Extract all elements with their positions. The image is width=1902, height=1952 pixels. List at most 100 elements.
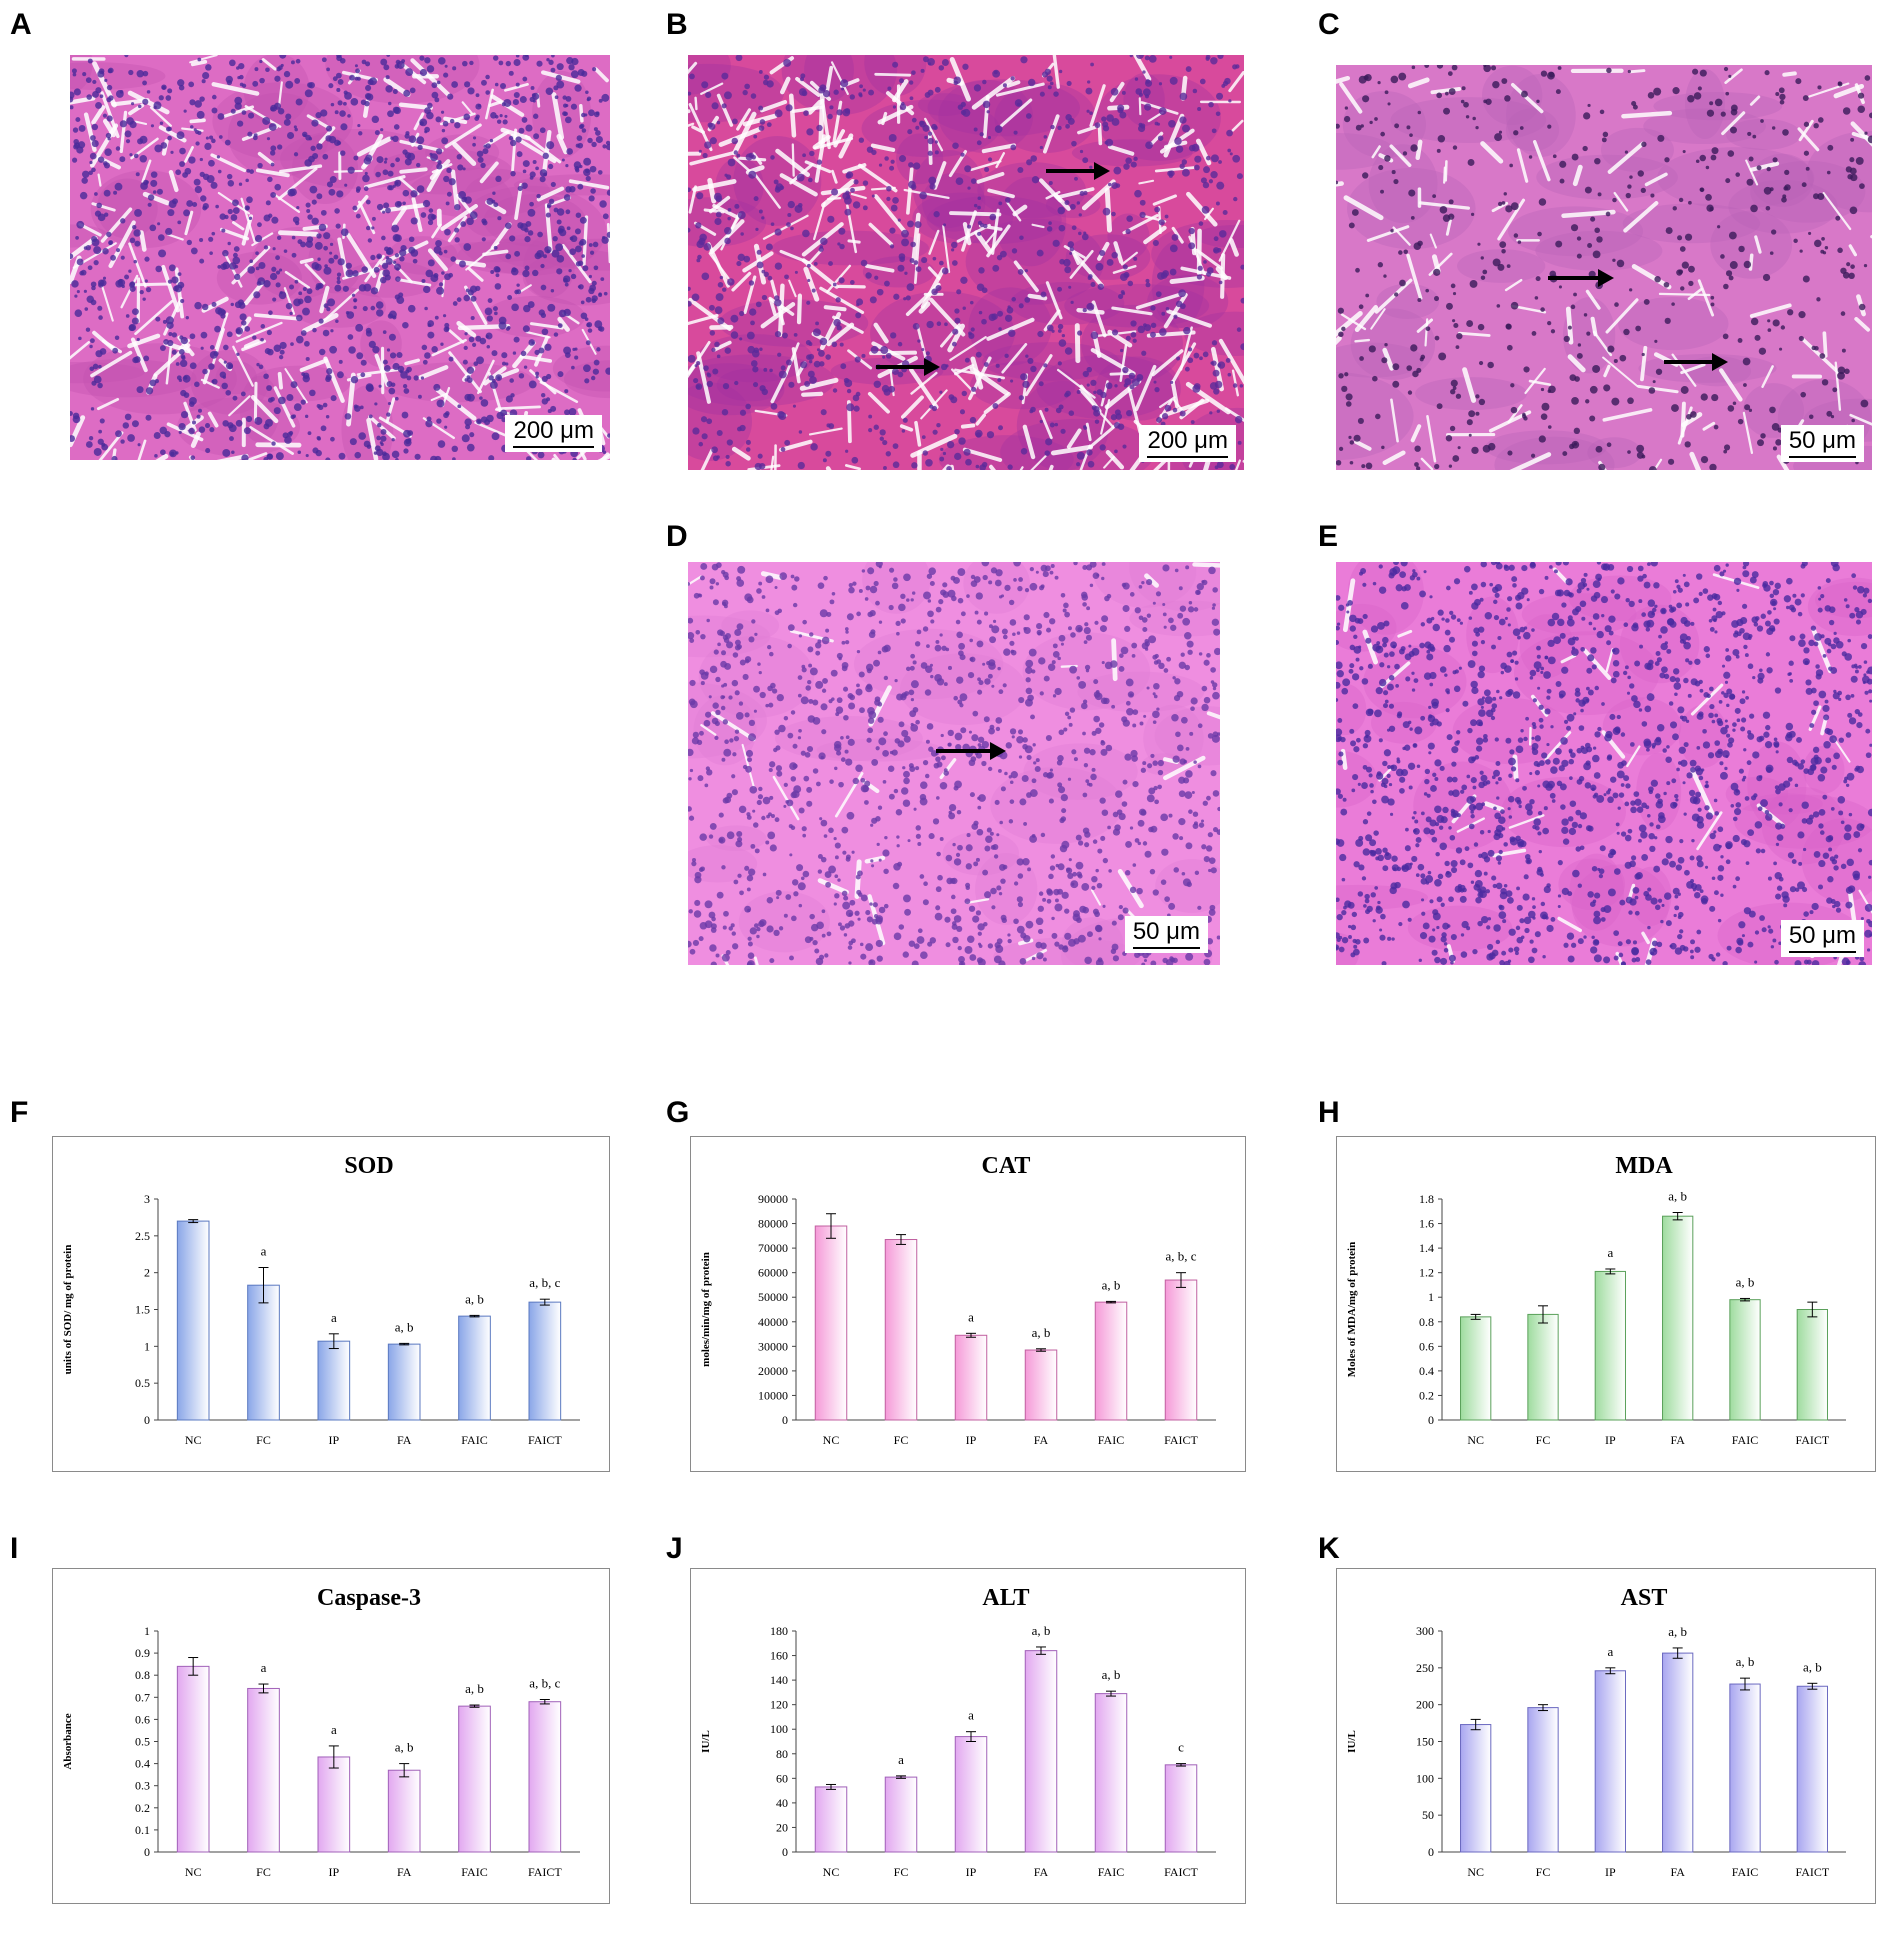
cell-nucleus (1482, 269, 1488, 275)
cell-nucleus (113, 190, 118, 195)
tissue-gap (133, 282, 171, 287)
cell-nucleus (223, 344, 229, 351)
cell-nucleus (750, 360, 758, 367)
cell-nucleus (1687, 95, 1695, 103)
cell-nucleus (736, 261, 742, 267)
cell-nucleus (1040, 832, 1046, 838)
cell-nucleus (1362, 95, 1370, 103)
cell-nucleus (935, 606, 942, 613)
cell-nucleus (889, 165, 895, 171)
cell-nucleus (959, 693, 968, 702)
cell-nucleus (875, 746, 880, 751)
cell-nucleus (1118, 812, 1126, 821)
cell-nucleus (1387, 102, 1391, 106)
cell-nucleus (977, 205, 981, 210)
cell-nucleus (968, 331, 972, 336)
cell-nucleus (462, 359, 468, 365)
cell-nucleus (990, 887, 997, 895)
tissue-gap (1653, 458, 1663, 470)
tissue-gap (1202, 455, 1212, 470)
cell-nucleus (899, 256, 905, 263)
cell-nucleus (423, 285, 431, 294)
cell-nucleus (847, 738, 855, 746)
cell-nucleus (1209, 904, 1216, 911)
cell-nucleus (565, 164, 569, 168)
cell-nucleus (780, 365, 786, 371)
tissue-gap (1390, 398, 1399, 443)
cell-nucleus (821, 729, 827, 735)
cell-nucleus (725, 950, 731, 955)
cell-nucleus (514, 250, 521, 257)
cell-nucleus (945, 942, 951, 948)
cell-nucleus (276, 235, 282, 240)
cell-nucleus (252, 135, 258, 141)
tissue-gap (1644, 172, 1668, 187)
cell-nucleus (309, 389, 316, 397)
cell-nucleus (395, 276, 401, 282)
cell-nucleus (1763, 186, 1772, 195)
cell-nucleus (856, 683, 860, 688)
cell-nucleus (950, 908, 957, 915)
cell-nucleus (95, 350, 103, 358)
tissue-gap (224, 253, 243, 288)
cell-nucleus (405, 131, 410, 136)
cell-nucleus (363, 283, 372, 292)
cell-nucleus (249, 169, 254, 174)
cell-nucleus (812, 717, 821, 725)
cell-nucleus (1496, 304, 1501, 308)
tissue-gap (1623, 201, 1659, 233)
cell-nucleus (734, 203, 740, 209)
cell-nucleus (73, 138, 79, 145)
cell-nucleus (1114, 384, 1118, 388)
cell-nucleus (1362, 172, 1369, 179)
cell-nucleus (1625, 192, 1631, 199)
cell-nucleus (714, 721, 720, 727)
tissue-region (968, 287, 1052, 366)
cell-nucleus (929, 183, 936, 190)
cell-nucleus (1194, 164, 1200, 171)
cell-nucleus (377, 255, 381, 259)
cell-nucleus (535, 371, 540, 376)
cell-nucleus (82, 72, 87, 77)
cell-nucleus (1157, 135, 1164, 141)
cell-nucleus (874, 696, 881, 702)
cell-nucleus (761, 294, 768, 301)
cell-nucleus (391, 450, 400, 459)
tissue-gap (1231, 369, 1240, 397)
cell-nucleus (919, 874, 925, 879)
cell-nucleus (363, 440, 371, 448)
cell-nucleus (724, 237, 731, 245)
cell-nucleus (1130, 320, 1137, 327)
cell-nucleus (450, 256, 457, 262)
cell-nucleus (1110, 414, 1118, 421)
cell-nucleus (1091, 875, 1098, 883)
cell-nucleus (344, 183, 348, 187)
cell-nucleus (734, 380, 739, 386)
tissue-gap (1339, 82, 1363, 114)
cell-nucleus (836, 325, 842, 331)
cell-nucleus (1410, 144, 1418, 152)
cell-nucleus (254, 67, 259, 72)
cell-nucleus (382, 269, 391, 277)
cell-nucleus (1434, 463, 1440, 470)
cell-nucleus (1535, 276, 1541, 282)
cell-nucleus (1576, 253, 1582, 259)
cell-nucleus (527, 208, 536, 217)
cell-nucleus (1374, 117, 1378, 121)
cell-nucleus (1506, 344, 1513, 351)
cell-nucleus (977, 958, 986, 965)
cell-nucleus (837, 242, 841, 246)
cell-nucleus (1067, 117, 1075, 125)
cell-nucleus (90, 135, 96, 141)
cell-nucleus (1456, 332, 1463, 340)
cell-nucleus (967, 935, 975, 943)
cell-nucleus (775, 186, 779, 190)
cell-nucleus (357, 123, 361, 128)
cell-nucleus (1030, 714, 1035, 720)
cell-nucleus (1063, 945, 1068, 950)
cell-nucleus (420, 212, 427, 218)
cell-nucleus (464, 81, 471, 88)
tissue-gap (1416, 318, 1433, 333)
cell-nucleus (524, 236, 531, 243)
cell-nucleus (585, 90, 589, 95)
